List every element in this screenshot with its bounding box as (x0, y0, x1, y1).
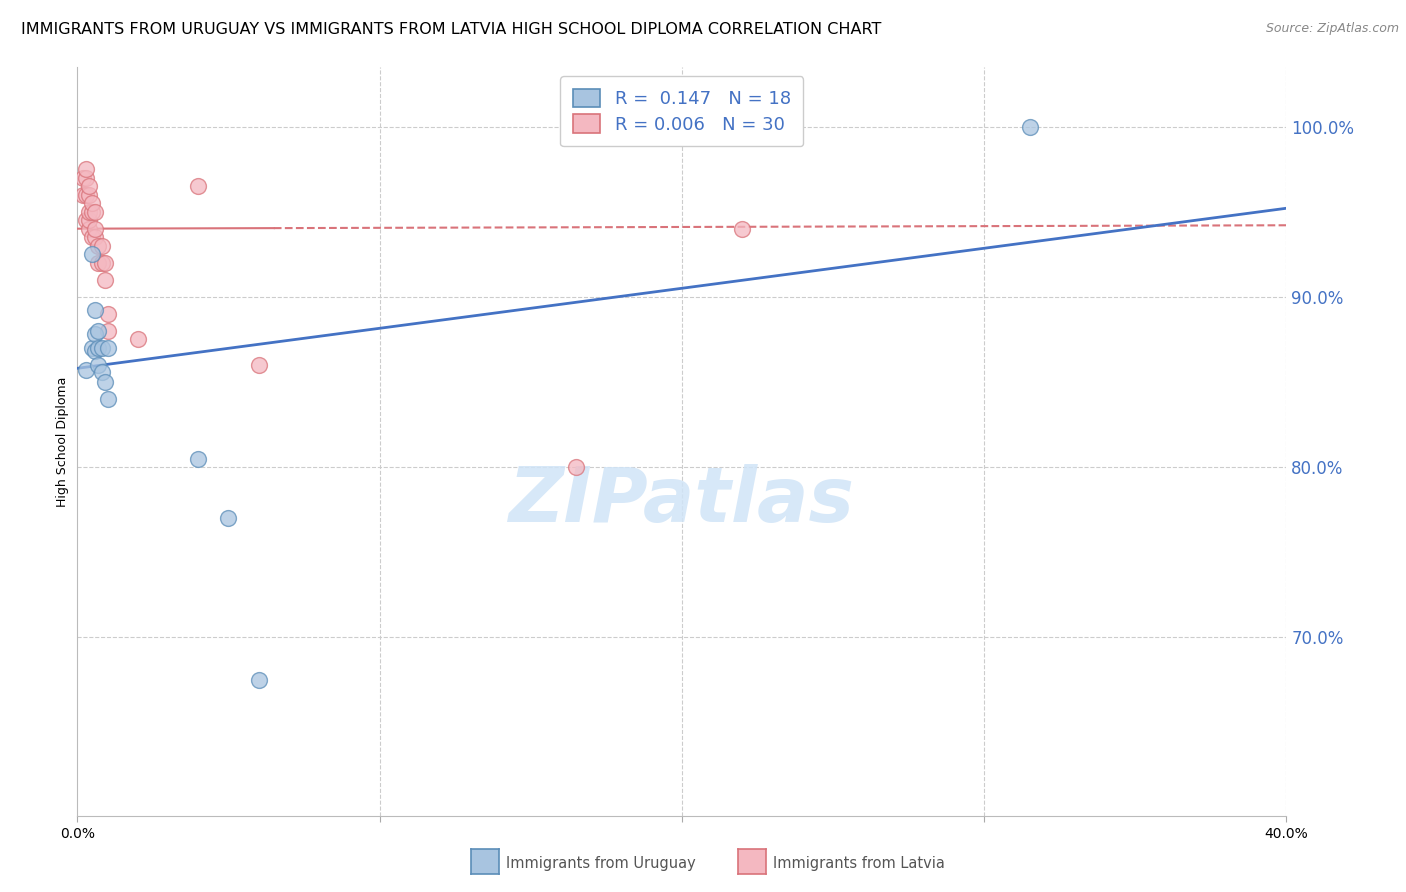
Point (72, 170, 94, 185)
Point (1018, 120, 1040, 134)
Point (90, 256, 112, 270)
Point (79, 213, 101, 227)
Point (87, 341, 110, 355)
Point (82, 247, 104, 261)
Point (79, 221, 101, 235)
Point (247, 358, 270, 372)
Point (90, 365, 112, 379)
Point (93, 273, 115, 287)
Point (75, 363, 97, 377)
Point (187, 451, 209, 466)
Point (90, 341, 112, 355)
Point (79, 204, 101, 219)
Point (84, 327, 107, 342)
Point (84, 344, 107, 359)
Text: IMMIGRANTS FROM URUGUAY VS IMMIGRANTS FROM LATVIA HIGH SCHOOL DIPLOMA CORRELATIO: IMMIGRANTS FROM URUGUAY VS IMMIGRANTS FR… (21, 22, 882, 37)
Point (82, 204, 104, 219)
Text: Immigrants from Uruguay: Immigrants from Uruguay (506, 856, 696, 871)
Point (247, 673, 270, 687)
Point (75, 162, 97, 177)
Point (93, 256, 115, 270)
Point (731, 221, 754, 235)
Point (87, 358, 110, 372)
Point (75, 170, 97, 185)
Point (87, 256, 110, 270)
Text: Immigrants from Latvia: Immigrants from Latvia (773, 856, 945, 871)
Point (84, 221, 107, 235)
Point (187, 179, 209, 194)
Point (96, 324, 118, 338)
Point (96, 392, 118, 406)
Point (218, 511, 240, 525)
Point (79, 187, 101, 202)
Point (84, 230, 107, 244)
Text: ZIPatlas: ZIPatlas (509, 465, 855, 539)
Point (82, 230, 104, 244)
Point (84, 303, 107, 318)
Point (72, 187, 94, 202)
Y-axis label: High School Diploma: High School Diploma (56, 376, 69, 507)
Point (93, 375, 115, 389)
Point (90, 238, 112, 252)
Point (87, 324, 110, 338)
Legend: R =  0.147   N = 18, R = 0.006   N = 30: R = 0.147 N = 18, R = 0.006 N = 30 (561, 76, 803, 146)
Point (79, 179, 101, 194)
Point (82, 196, 104, 211)
Point (75, 213, 97, 227)
Point (96, 307, 118, 321)
Point (565, 460, 588, 475)
Point (84, 204, 107, 219)
Point (75, 187, 97, 202)
Point (96, 341, 118, 355)
Point (127, 332, 149, 346)
Text: Source: ZipAtlas.com: Source: ZipAtlas.com (1265, 22, 1399, 36)
Point (87, 238, 110, 252)
Point (82, 341, 104, 355)
